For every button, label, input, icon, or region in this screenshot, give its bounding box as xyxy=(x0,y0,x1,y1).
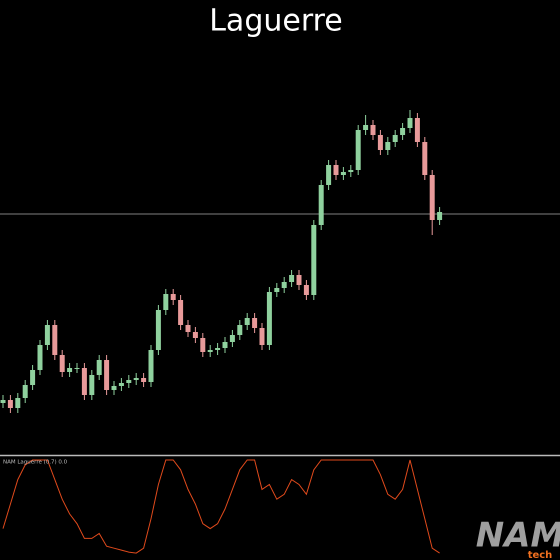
candle-body xyxy=(104,360,110,390)
candle-body xyxy=(422,142,428,175)
candle-body xyxy=(141,378,147,382)
candle-body xyxy=(414,118,420,142)
candle-body xyxy=(400,128,406,135)
candle-body xyxy=(333,165,339,175)
candle-body xyxy=(0,400,6,403)
candle-body xyxy=(363,125,369,130)
candle-body xyxy=(429,175,435,220)
candle-body xyxy=(52,325,58,355)
candle-body xyxy=(200,338,206,352)
candle-body xyxy=(133,378,139,380)
candle-body xyxy=(44,325,50,345)
candle-body xyxy=(296,275,302,285)
candle-body xyxy=(22,385,28,398)
candle-body xyxy=(7,400,13,408)
candle-body xyxy=(370,125,376,135)
chart-title: Laguerre xyxy=(209,4,343,39)
candle-body xyxy=(385,142,391,150)
candle-body xyxy=(437,212,443,220)
candle-body xyxy=(392,135,398,142)
candle-body xyxy=(318,185,324,225)
candle-body xyxy=(281,282,287,288)
candle-body xyxy=(148,350,154,382)
candle-body xyxy=(67,368,73,372)
candle-body xyxy=(74,368,80,369)
candle-body xyxy=(170,294,176,300)
candle-body xyxy=(266,292,272,345)
candle-body xyxy=(30,370,36,385)
candle-body xyxy=(311,225,317,295)
candle-body xyxy=(215,348,221,350)
candle-body xyxy=(237,325,243,335)
candle-body xyxy=(252,318,258,328)
candle-body xyxy=(340,172,346,175)
candle-body xyxy=(274,288,280,292)
candle-body xyxy=(259,328,265,345)
indicator-label: NAM Laguerre (0.7) 0.0 xyxy=(3,460,68,466)
candle-body xyxy=(96,360,102,375)
candle-body xyxy=(185,325,191,332)
candle-body xyxy=(163,294,169,310)
candle-body xyxy=(89,375,95,395)
candle-body xyxy=(229,335,235,342)
candle-body xyxy=(355,130,361,170)
candle-body xyxy=(244,318,250,325)
candle-body xyxy=(59,355,65,372)
candle-body xyxy=(111,386,117,390)
candle-body xyxy=(348,170,354,172)
candle-body xyxy=(178,300,184,325)
candle-body xyxy=(377,135,383,150)
candle-body xyxy=(118,383,124,386)
candle-body xyxy=(207,350,213,352)
candle-body xyxy=(126,380,132,383)
candle-body xyxy=(222,342,228,348)
candle-body xyxy=(81,368,87,395)
candle-body xyxy=(407,118,413,128)
candle-body xyxy=(289,275,295,282)
candle-body xyxy=(192,332,198,338)
candle-body xyxy=(37,345,43,370)
candle-body xyxy=(326,165,332,185)
oscillator-line xyxy=(2,459,440,554)
candle-body xyxy=(155,310,161,350)
candle-body xyxy=(15,398,21,408)
logo-sub: tech xyxy=(528,550,553,560)
candle-body xyxy=(303,285,309,295)
logo: NAM xyxy=(476,516,560,556)
